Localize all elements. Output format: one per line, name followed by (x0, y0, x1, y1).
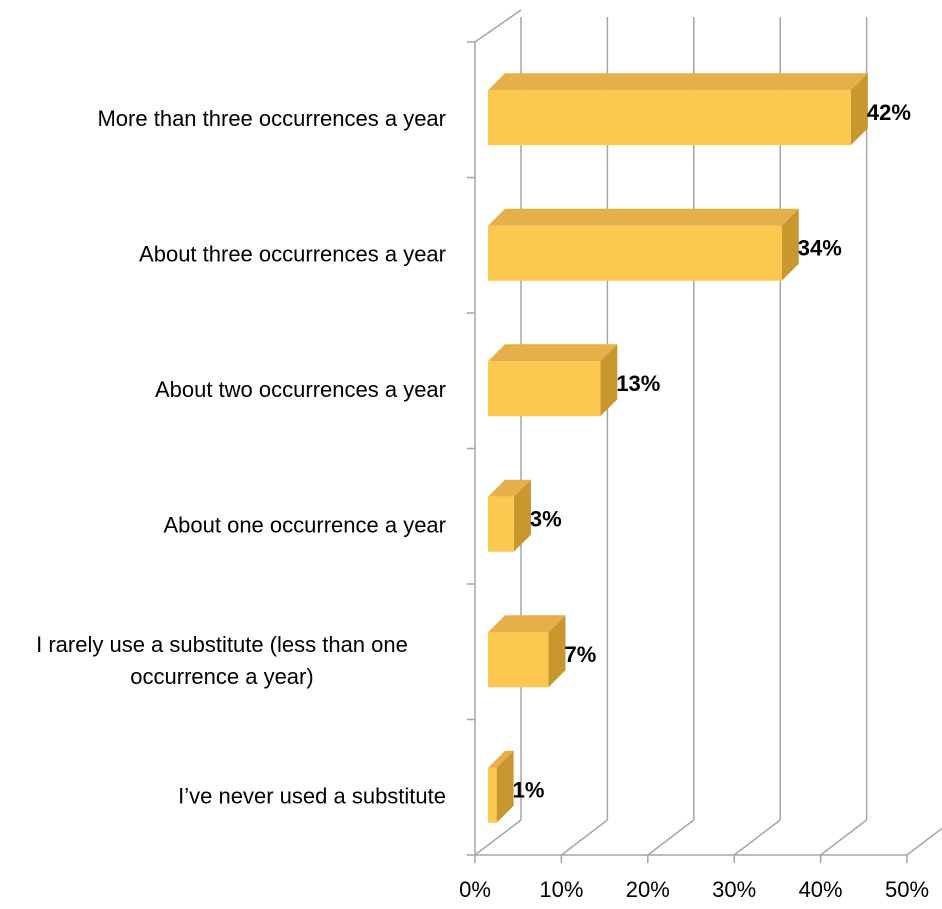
bars-layer (488, 73, 868, 823)
bar-front-face (488, 496, 514, 552)
bar (488, 344, 618, 417)
x-tick-label: 30% (712, 877, 756, 902)
category-label: About three occurrences a year (139, 241, 446, 266)
category-label: About one occurrence a year (163, 512, 446, 537)
x-tick-label: 0% (459, 877, 491, 902)
bar (488, 615, 566, 688)
bar-front-face (488, 225, 782, 281)
x-tick-label: 20% (626, 877, 670, 902)
floor-gridline (560, 819, 608, 856)
bar-side-face (513, 479, 531, 552)
category-label: I rarely use a substitute (less than one (36, 632, 408, 657)
data-label: 1% (513, 777, 545, 802)
floor-gridline (647, 819, 695, 856)
x-tick-label: 50% (885, 877, 929, 902)
bar (488, 73, 868, 146)
side-wall-top (474, 9, 522, 43)
bar-front-face (488, 361, 601, 417)
bar-side-face (850, 73, 868, 146)
bar-top-face (488, 208, 799, 226)
bar-top-face (488, 73, 868, 91)
bar-top-face (488, 615, 566, 633)
x-tick-label: 40% (799, 877, 843, 902)
bar-top-face (488, 750, 514, 768)
bar-top-face (488, 479, 531, 497)
bar-front-face (488, 767, 497, 823)
bar (488, 479, 531, 552)
category-label: About two occurrences a year (155, 377, 446, 402)
floor-gridline (733, 819, 781, 856)
grid-layer (467, 9, 942, 863)
category-label: occurrence a year) (130, 664, 313, 689)
data-label: 42% (867, 100, 911, 125)
data-label: 34% (798, 235, 842, 260)
bar-side-face (548, 615, 566, 688)
bar (488, 750, 514, 823)
bar-top-face (488, 344, 618, 362)
bar-front-face (488, 90, 851, 146)
floor-gridline (474, 819, 522, 856)
data-label: 7% (564, 642, 596, 667)
category-label: I’ve never used a substitute (178, 783, 446, 808)
data-label: 13% (616, 371, 660, 396)
floor-gridline (906, 827, 942, 856)
floor-gridline (820, 819, 868, 856)
labels-layer: 0% 10% 20% 30% 40% 50% 42% More than three occu… (36, 100, 929, 902)
x-tick-label: 10% (539, 877, 583, 902)
category-label: More than three occurrences a year (97, 106, 446, 131)
bar-side-face (600, 344, 618, 417)
bar-front-face (488, 632, 549, 688)
data-label: 3% (530, 506, 562, 531)
bar-side-face (496, 750, 514, 823)
bar (488, 208, 799, 281)
bar-side-face (781, 208, 799, 281)
